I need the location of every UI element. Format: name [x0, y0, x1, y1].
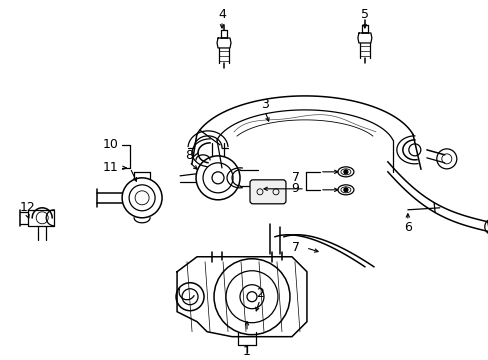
Ellipse shape [337, 185, 353, 195]
Text: 4: 4 [218, 9, 225, 22]
FancyBboxPatch shape [249, 180, 285, 204]
Text: 8: 8 [184, 149, 193, 162]
Text: 10: 10 [102, 138, 118, 151]
Text: 7: 7 [291, 241, 299, 254]
Circle shape [246, 292, 257, 302]
Text: 1: 1 [243, 345, 250, 358]
Circle shape [343, 170, 347, 174]
Text: 11: 11 [102, 161, 118, 174]
Circle shape [343, 188, 347, 192]
Text: 2: 2 [256, 287, 264, 300]
Text: 7: 7 [291, 171, 299, 184]
Ellipse shape [337, 167, 353, 177]
Text: 6: 6 [403, 221, 411, 234]
Text: 3: 3 [261, 98, 268, 111]
Text: 5: 5 [360, 9, 368, 22]
Text: 9: 9 [290, 182, 298, 195]
Text: 12: 12 [20, 201, 35, 214]
